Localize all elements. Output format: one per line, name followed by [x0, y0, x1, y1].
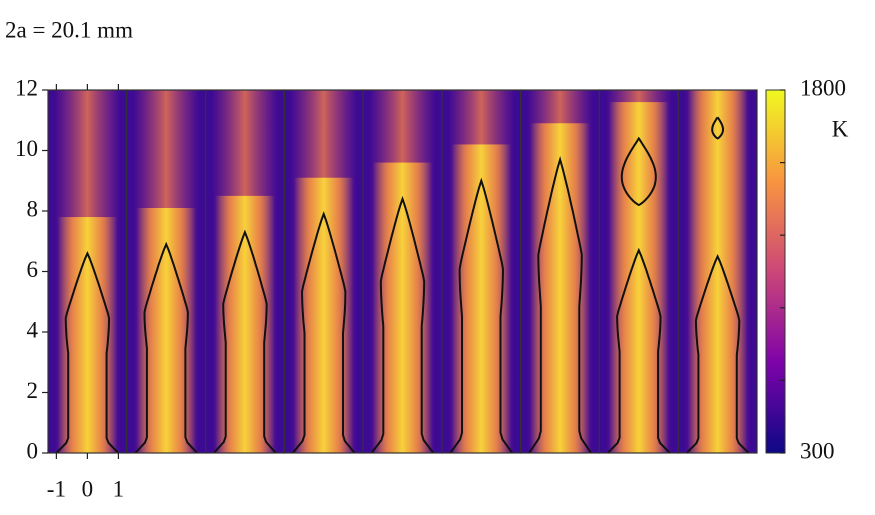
- pocket-contour: [620, 136, 657, 207]
- flame-contour: [55, 250, 120, 454]
- y-tick-label: 6: [27, 257, 39, 282]
- panel-frame: [677, 89, 758, 454]
- title: 2a = 20.1 mm: [5, 17, 133, 42]
- x-tick-label: 1: [113, 476, 125, 501]
- hot-column: [687, 90, 748, 453]
- flame-contour: [685, 253, 750, 454]
- colorbar: [765, 89, 786, 454]
- flame-contour: [291, 211, 356, 454]
- flame-contour: [607, 247, 671, 454]
- x-tick-label: -1: [47, 476, 66, 501]
- x-tick-label: 0: [82, 476, 94, 501]
- flame-contour: [370, 195, 435, 454]
- y-tick-label: 2: [27, 378, 39, 403]
- y-tick-label: 10: [15, 136, 38, 161]
- y-tick-label: 4: [27, 317, 39, 342]
- pocket-contour: [711, 116, 724, 140]
- flame-contour: [213, 229, 277, 454]
- flame-contour: [134, 241, 198, 454]
- flame-contour: [449, 177, 514, 454]
- y-tick-label: 12: [15, 75, 38, 100]
- hot-column: [608, 102, 669, 453]
- flame-contour: [528, 156, 592, 454]
- colorbar-tick-label: 300: [800, 438, 835, 463]
- colorbar-tick-label: 1800: [800, 75, 846, 100]
- y-tick-label: 8: [27, 196, 39, 221]
- y-tick-label: 0: [27, 438, 39, 463]
- colorbar-label: K: [832, 116, 849, 141]
